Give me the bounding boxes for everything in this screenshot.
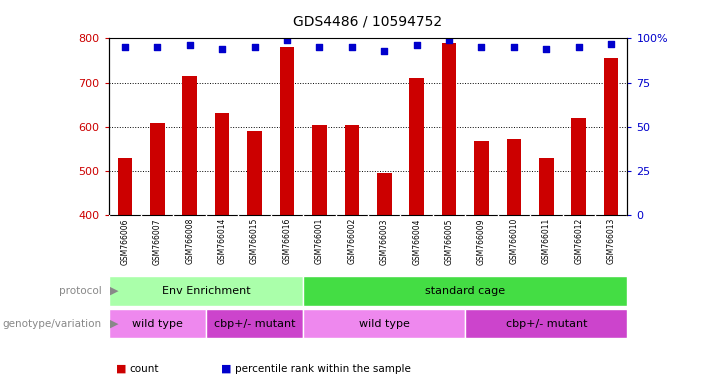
Text: GSM766015: GSM766015 bbox=[250, 218, 259, 265]
Point bbox=[281, 37, 292, 43]
Text: GDS4486 / 10594752: GDS4486 / 10594752 bbox=[294, 15, 442, 29]
Text: GSM766012: GSM766012 bbox=[574, 218, 583, 264]
Bar bbox=[539, 157, 554, 215]
Bar bbox=[571, 118, 586, 215]
Text: protocol: protocol bbox=[59, 286, 102, 296]
Text: Env Enrichment: Env Enrichment bbox=[162, 286, 250, 296]
Bar bbox=[344, 124, 359, 215]
Text: percentile rank within the sample: percentile rank within the sample bbox=[235, 364, 411, 374]
Point bbox=[119, 44, 130, 50]
Point bbox=[346, 44, 358, 50]
Text: GSM766014: GSM766014 bbox=[217, 218, 226, 265]
Text: ▶: ▶ bbox=[110, 318, 118, 329]
Text: cbp+/- mutant: cbp+/- mutant bbox=[214, 318, 295, 329]
Bar bbox=[409, 78, 424, 215]
Point bbox=[573, 44, 585, 50]
Point bbox=[606, 41, 617, 47]
Text: GSM766004: GSM766004 bbox=[412, 218, 421, 265]
Bar bbox=[377, 173, 392, 215]
Point bbox=[184, 42, 196, 48]
Text: GSM766003: GSM766003 bbox=[380, 218, 389, 265]
Bar bbox=[507, 139, 522, 215]
Bar bbox=[118, 157, 132, 215]
Text: genotype/variation: genotype/variation bbox=[3, 318, 102, 329]
Text: GSM766002: GSM766002 bbox=[347, 218, 356, 265]
Point bbox=[540, 46, 552, 52]
Point bbox=[476, 44, 487, 50]
Text: wild type: wild type bbox=[359, 318, 409, 329]
Bar bbox=[109, 276, 303, 306]
Bar bbox=[247, 131, 262, 215]
Bar bbox=[474, 141, 489, 215]
Point bbox=[508, 44, 519, 50]
Point bbox=[379, 48, 390, 54]
Text: GSM766009: GSM766009 bbox=[477, 218, 486, 265]
Point bbox=[411, 42, 422, 48]
Point bbox=[151, 44, 163, 50]
Bar bbox=[280, 47, 294, 215]
Text: GSM766013: GSM766013 bbox=[606, 218, 615, 265]
Point bbox=[217, 46, 228, 52]
Text: GSM766001: GSM766001 bbox=[315, 218, 324, 265]
Text: wild type: wild type bbox=[132, 318, 183, 329]
Bar bbox=[303, 309, 465, 338]
Text: GSM766011: GSM766011 bbox=[542, 218, 551, 264]
Bar bbox=[442, 43, 456, 215]
Bar bbox=[465, 309, 627, 338]
Text: GSM766005: GSM766005 bbox=[444, 218, 454, 265]
Text: GSM766008: GSM766008 bbox=[185, 218, 194, 265]
Point bbox=[314, 44, 325, 50]
Bar bbox=[312, 124, 327, 215]
Text: GSM766007: GSM766007 bbox=[153, 218, 162, 265]
Text: GSM766016: GSM766016 bbox=[283, 218, 292, 265]
Text: GSM766006: GSM766006 bbox=[121, 218, 130, 265]
Text: ▶: ▶ bbox=[110, 286, 118, 296]
Text: count: count bbox=[130, 364, 159, 374]
Point bbox=[444, 37, 455, 43]
Bar bbox=[215, 114, 229, 215]
Text: ■: ■ bbox=[116, 364, 126, 374]
Bar bbox=[150, 123, 165, 215]
Bar bbox=[604, 58, 618, 215]
Text: standard cage: standard cage bbox=[426, 286, 505, 296]
Bar bbox=[109, 309, 206, 338]
Text: cbp+/- mutant: cbp+/- mutant bbox=[505, 318, 587, 329]
Bar bbox=[303, 276, 627, 306]
Bar bbox=[206, 309, 303, 338]
Point bbox=[249, 44, 260, 50]
Bar bbox=[182, 76, 197, 215]
Text: ■: ■ bbox=[221, 364, 231, 374]
Text: GSM766010: GSM766010 bbox=[510, 218, 519, 265]
